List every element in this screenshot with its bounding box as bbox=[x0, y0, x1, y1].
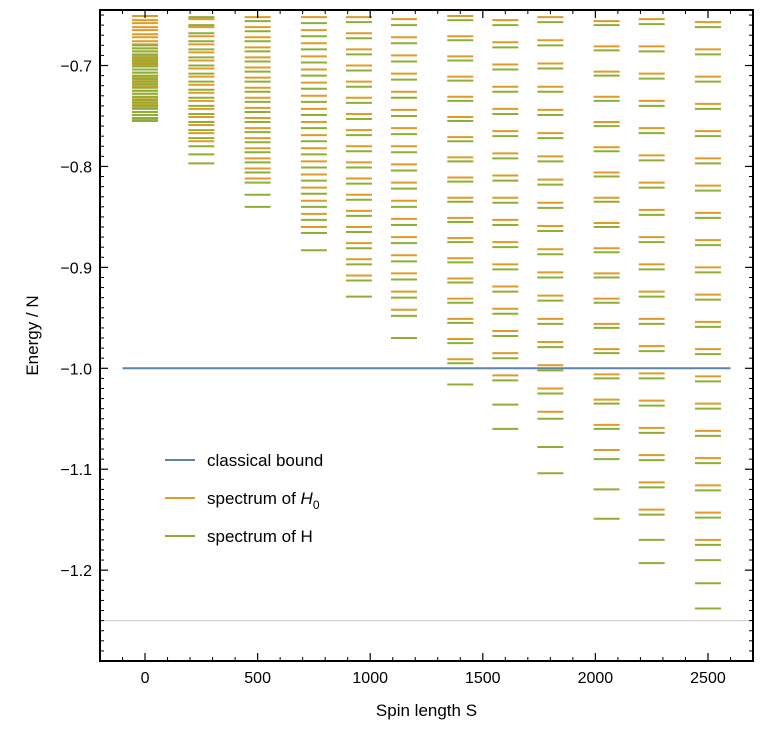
y-tick-label: −1.0 bbox=[60, 361, 92, 378]
legend-label: spectrum of H bbox=[207, 527, 313, 546]
legend-item: spectrum of H0 bbox=[165, 489, 320, 512]
x-axis-title: Spin length S bbox=[376, 701, 477, 720]
y-tick-label: −1.1 bbox=[60, 462, 92, 479]
plot-frame bbox=[99, 9, 754, 662]
x-tick-label: 2500 bbox=[690, 670, 726, 687]
x-tick-label: 500 bbox=[244, 670, 271, 687]
legend-item: classical bound bbox=[165, 451, 323, 470]
y-tick-label: −0.7 bbox=[60, 59, 92, 76]
x-tick-label: 2000 bbox=[578, 670, 614, 687]
series-h bbox=[132, 16, 721, 610]
x-tick-label: 1000 bbox=[352, 670, 388, 687]
legend-label: classical bound bbox=[207, 451, 323, 470]
y-tick-label: −1.2 bbox=[60, 563, 92, 580]
legend: classical bound spectrum of H0 spectrum of… bbox=[165, 451, 323, 546]
y-tick-label: −0.8 bbox=[60, 159, 92, 176]
legend-item: spectrum of H bbox=[165, 527, 313, 546]
axis-ticks: 0 500 1000 1500 2000 2500 −0.7 −0.8 −0.9 −1.0 −1.1… bbox=[60, 10, 753, 687]
y-axis-title: Energy / N bbox=[23, 295, 42, 375]
x-tick-label: 1500 bbox=[465, 670, 501, 687]
y-tick-label: −0.9 bbox=[60, 260, 92, 277]
spectrum-levels bbox=[132, 15, 721, 610]
x-tick-label: 0 bbox=[141, 670, 150, 687]
legend-label: spectrum of H0 bbox=[207, 489, 320, 512]
